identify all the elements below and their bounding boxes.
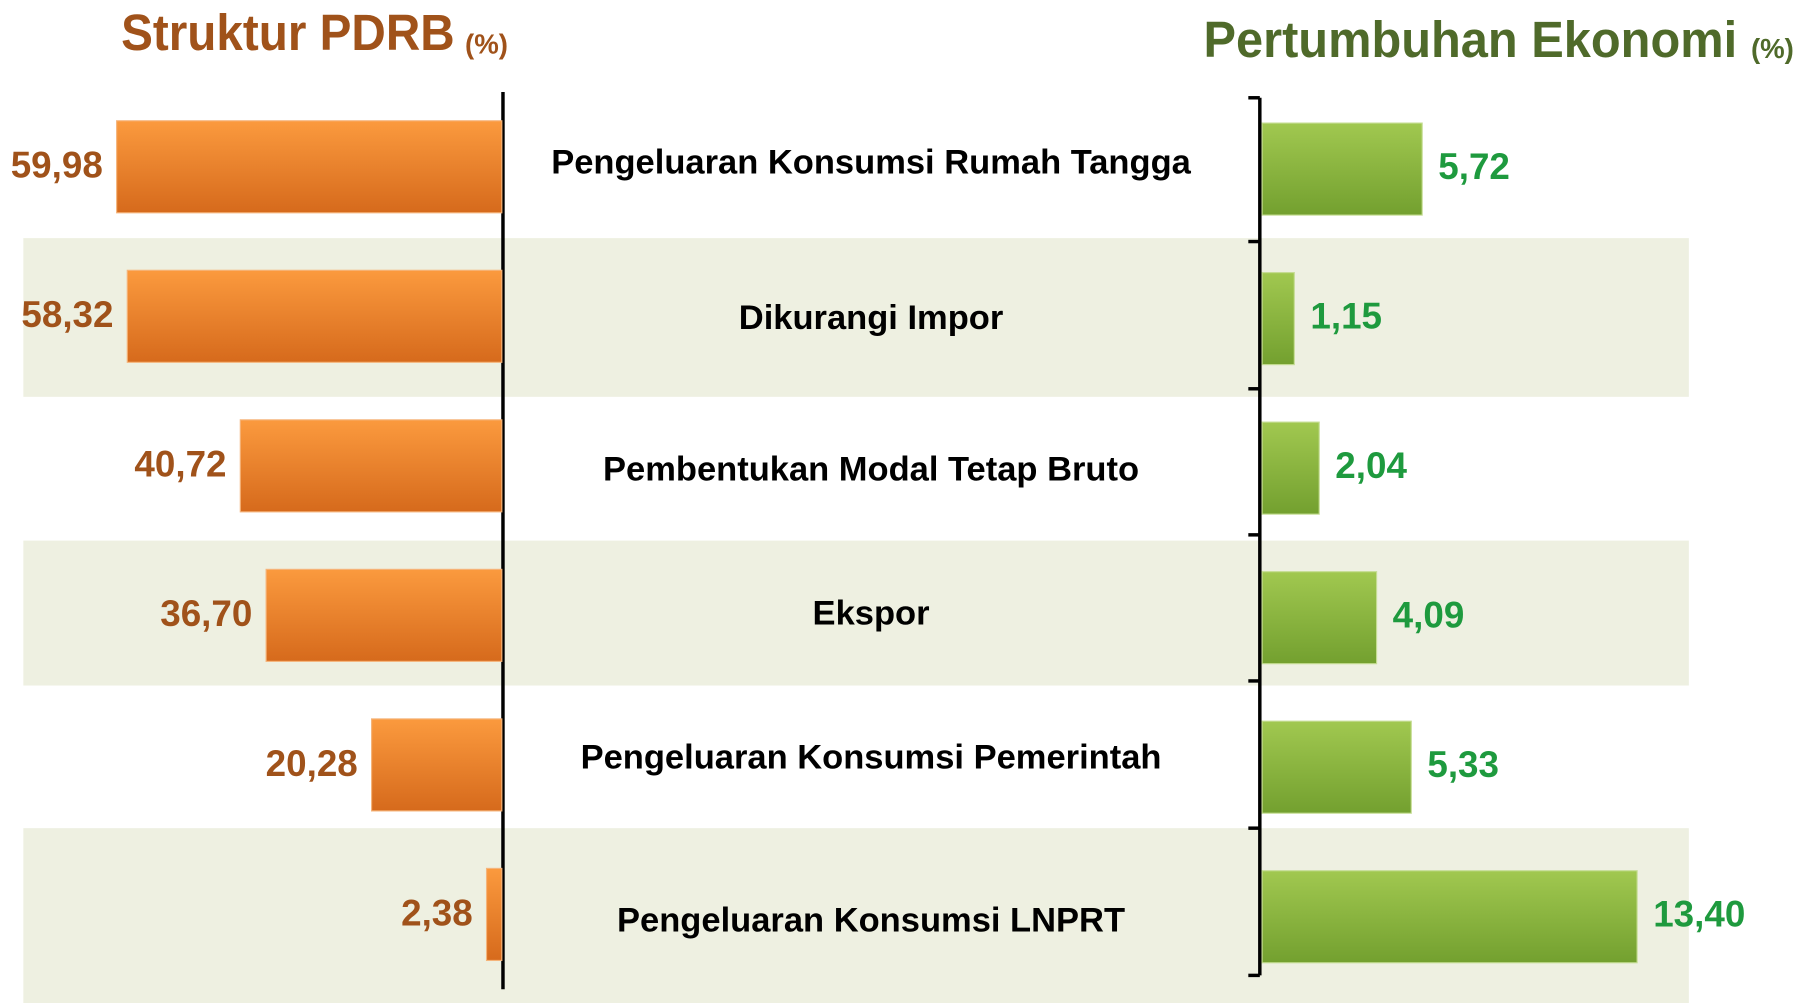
right-title: Pertumbuhan Ekonomi bbox=[1203, 11, 1737, 68]
value-label: 20,28 bbox=[266, 743, 358, 784]
category-label: Ekspor bbox=[813, 594, 930, 632]
bar bbox=[1261, 421, 1320, 515]
value-label: 5,33 bbox=[1427, 744, 1499, 785]
category-label: Pengeluaran Konsumsi LNPRT bbox=[617, 902, 1125, 940]
left-subtitle: (%) bbox=[465, 28, 508, 59]
value-label: 59,98 bbox=[11, 145, 103, 186]
bar bbox=[371, 718, 503, 812]
bar bbox=[1261, 870, 1638, 964]
value-label: 2,38 bbox=[401, 892, 473, 933]
bar bbox=[485, 867, 503, 962]
bar bbox=[126, 269, 503, 363]
value-label: 2,04 bbox=[1335, 445, 1407, 486]
bar bbox=[239, 419, 503, 513]
value-label: 40,72 bbox=[134, 444, 226, 485]
category-label: Dikurangi Impor bbox=[739, 299, 1004, 337]
left-title: Struktur PDRB bbox=[121, 4, 455, 61]
right-subtitle: (%) bbox=[1751, 33, 1794, 64]
value-label: 4,09 bbox=[1393, 594, 1465, 635]
bar bbox=[1261, 122, 1423, 216]
category-label: Pengeluaran Konsumsi Pemerintah bbox=[581, 738, 1162, 776]
value-label: 58,32 bbox=[21, 294, 113, 335]
category-label: Pembentukan Modal Tetap Bruto bbox=[603, 451, 1139, 489]
bar bbox=[116, 120, 503, 214]
bar bbox=[1261, 720, 1412, 814]
value-label: 5,72 bbox=[1438, 146, 1510, 187]
value-label: 36,70 bbox=[160, 593, 252, 634]
bar bbox=[265, 568, 503, 662]
bar bbox=[1261, 571, 1378, 665]
bar bbox=[1261, 272, 1295, 366]
category-label: Pengeluaran Konsumsi Rumah Tangga bbox=[551, 144, 1191, 182]
value-label: 1,15 bbox=[1310, 295, 1382, 336]
value-label: 13,40 bbox=[1653, 893, 1745, 934]
